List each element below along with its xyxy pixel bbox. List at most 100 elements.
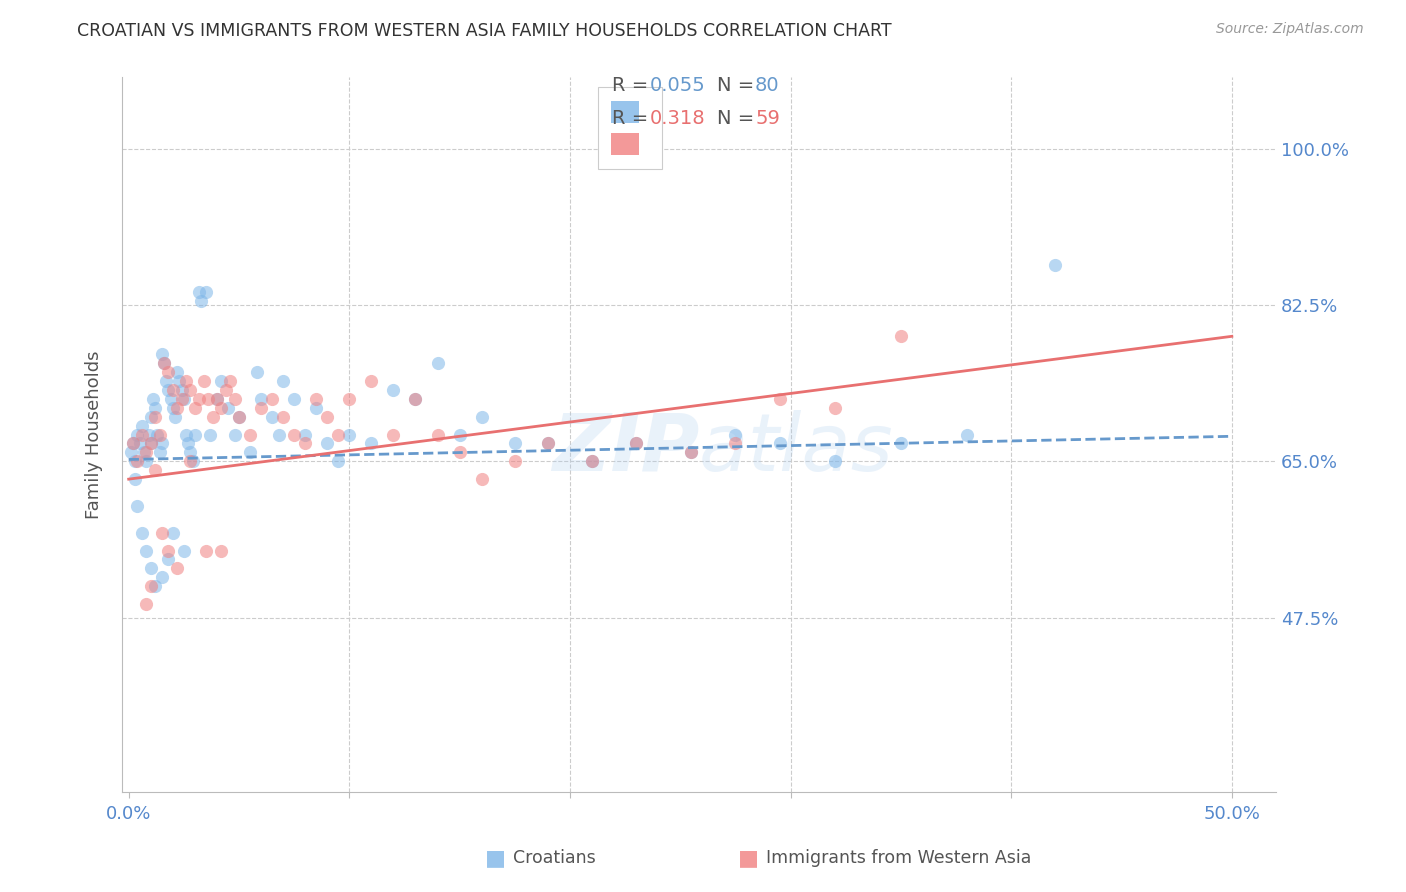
Point	[150, 436, 173, 450]
Point	[124, 472, 146, 486]
Point	[174, 374, 197, 388]
Point	[283, 427, 305, 442]
Point	[157, 365, 180, 379]
Point	[449, 445, 471, 459]
Text: 0.055: 0.055	[650, 76, 706, 95]
Point	[890, 436, 912, 450]
Point	[146, 427, 169, 442]
Point	[143, 409, 166, 424]
Point	[150, 347, 173, 361]
Point	[724, 436, 747, 450]
Point	[224, 427, 246, 442]
Point	[169, 374, 191, 388]
Text: ■: ■	[485, 848, 506, 868]
Point	[139, 436, 162, 450]
Point	[170, 383, 193, 397]
Point	[294, 436, 316, 450]
Point	[503, 454, 526, 468]
Point	[135, 597, 157, 611]
Point	[449, 427, 471, 442]
Point	[188, 285, 211, 299]
Point	[581, 454, 603, 468]
Text: 0.318: 0.318	[650, 109, 706, 128]
Point	[360, 374, 382, 388]
Point	[184, 427, 207, 442]
Point	[148, 445, 170, 459]
Point	[157, 383, 180, 397]
Point	[581, 454, 603, 468]
Point	[209, 543, 232, 558]
Text: 59: 59	[755, 109, 780, 128]
Point	[768, 392, 790, 406]
Point	[174, 427, 197, 442]
Point	[194, 285, 217, 299]
Point	[209, 401, 232, 415]
Point	[150, 525, 173, 540]
Point	[305, 401, 328, 415]
Point	[283, 392, 305, 406]
Legend: , : ,	[598, 87, 662, 169]
Point	[153, 356, 176, 370]
Point	[138, 427, 160, 442]
Point	[139, 561, 162, 575]
Point	[128, 436, 150, 450]
Point	[250, 401, 273, 415]
Point	[157, 543, 180, 558]
Point	[205, 392, 228, 406]
Point	[150, 570, 173, 584]
Text: ■: ■	[738, 848, 759, 868]
Point	[131, 418, 153, 433]
Text: ZIP: ZIP	[551, 409, 699, 488]
Point	[193, 374, 215, 388]
Point	[250, 392, 273, 406]
Point	[139, 436, 162, 450]
Text: 80: 80	[755, 76, 780, 95]
Point	[382, 383, 405, 397]
Point	[205, 392, 228, 406]
Point	[316, 436, 339, 450]
Text: R =: R =	[612, 109, 648, 128]
Point	[224, 392, 246, 406]
Point	[163, 409, 186, 424]
Point	[405, 392, 427, 406]
Point	[131, 427, 153, 442]
Text: R =: R =	[612, 76, 648, 95]
Point	[426, 427, 449, 442]
Point	[143, 401, 166, 415]
Text: N =: N =	[717, 76, 754, 95]
Point	[471, 409, 494, 424]
Point	[142, 392, 165, 406]
Point	[190, 293, 212, 308]
Point	[405, 392, 427, 406]
Point	[132, 445, 155, 459]
Point	[139, 409, 162, 424]
Point	[166, 401, 188, 415]
Point	[768, 436, 790, 450]
Point	[135, 454, 157, 468]
Point	[426, 356, 449, 370]
Point	[219, 374, 242, 388]
Point	[217, 401, 239, 415]
Point	[215, 383, 238, 397]
Point	[239, 445, 262, 459]
Point	[537, 436, 560, 450]
Point	[246, 365, 269, 379]
Point	[681, 445, 703, 459]
Point	[173, 392, 195, 406]
Point	[262, 409, 284, 424]
Text: Source: ZipAtlas.com: Source: ZipAtlas.com	[1216, 22, 1364, 37]
Point	[162, 525, 184, 540]
Point	[177, 436, 200, 450]
Point	[188, 392, 211, 406]
Point	[179, 445, 201, 459]
Point	[139, 579, 162, 593]
Point	[166, 561, 188, 575]
Point	[122, 436, 145, 450]
Point	[159, 392, 181, 406]
Point	[503, 436, 526, 450]
Point	[228, 409, 250, 424]
Point	[824, 401, 846, 415]
Point	[155, 374, 177, 388]
Point	[624, 436, 647, 450]
Point	[162, 401, 184, 415]
